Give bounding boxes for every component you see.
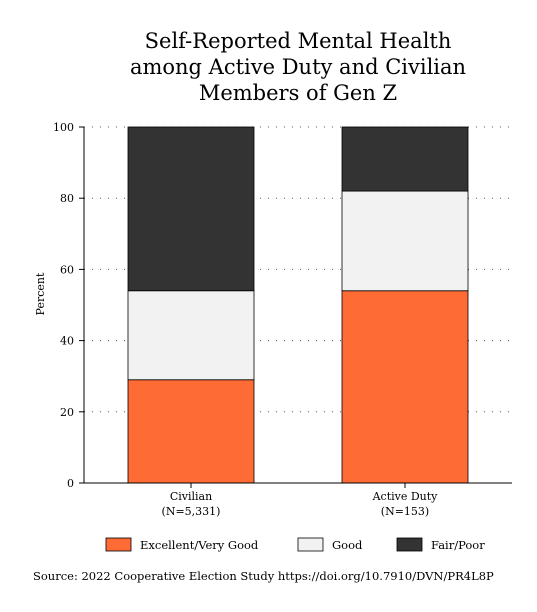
chart-title-line-2: among Active Duty and Civilian xyxy=(130,55,466,79)
chart-title-line-1: Self-Reported Mental Health xyxy=(145,29,452,53)
bar-segment xyxy=(341,126,469,192)
y-tick-label: 40 xyxy=(60,335,74,348)
bar-segment xyxy=(127,379,255,484)
x-category-label: Civilian xyxy=(170,490,212,503)
x-category-sample-size: (N=5,331) xyxy=(162,505,221,518)
bar-segment xyxy=(341,290,469,484)
source-note: Source: 2022 Cooperative Election Study … xyxy=(33,569,494,583)
legend-swatch xyxy=(105,537,132,552)
y-axis-ticks: 0 20 40 60 80 100 xyxy=(53,121,84,490)
legend-swatch xyxy=(297,537,324,552)
bar-segment xyxy=(341,190,469,292)
legend-label: Good xyxy=(332,538,363,552)
legend-label: Fair/Poor xyxy=(431,538,485,552)
bar-segment xyxy=(127,290,255,381)
legend-swatch xyxy=(396,537,423,552)
y-tick-label: 0 xyxy=(67,477,74,490)
chart-title-line-3: Members of Gen Z xyxy=(199,81,397,105)
y-tick-label: 20 xyxy=(60,406,74,419)
x-category-label: Active Duty xyxy=(372,490,439,503)
chart-title: Self-Reported Mental Health among Active… xyxy=(130,29,466,105)
y-tick-label: 80 xyxy=(60,192,74,205)
y-tick-label: 60 xyxy=(60,263,74,276)
bar-segment xyxy=(127,126,255,292)
legend: Excellent/Very Good Good Fair/Poor xyxy=(105,537,485,552)
legend-label: Excellent/Very Good xyxy=(140,538,259,552)
bars xyxy=(127,126,469,484)
y-axis-label: Percent xyxy=(34,272,47,315)
x-category-sample-size: (N=153) xyxy=(381,505,429,518)
x-axis-categories: Civilian (N=5,331) Active Duty (N=153) xyxy=(162,483,439,518)
y-tick-label: 100 xyxy=(53,121,74,134)
